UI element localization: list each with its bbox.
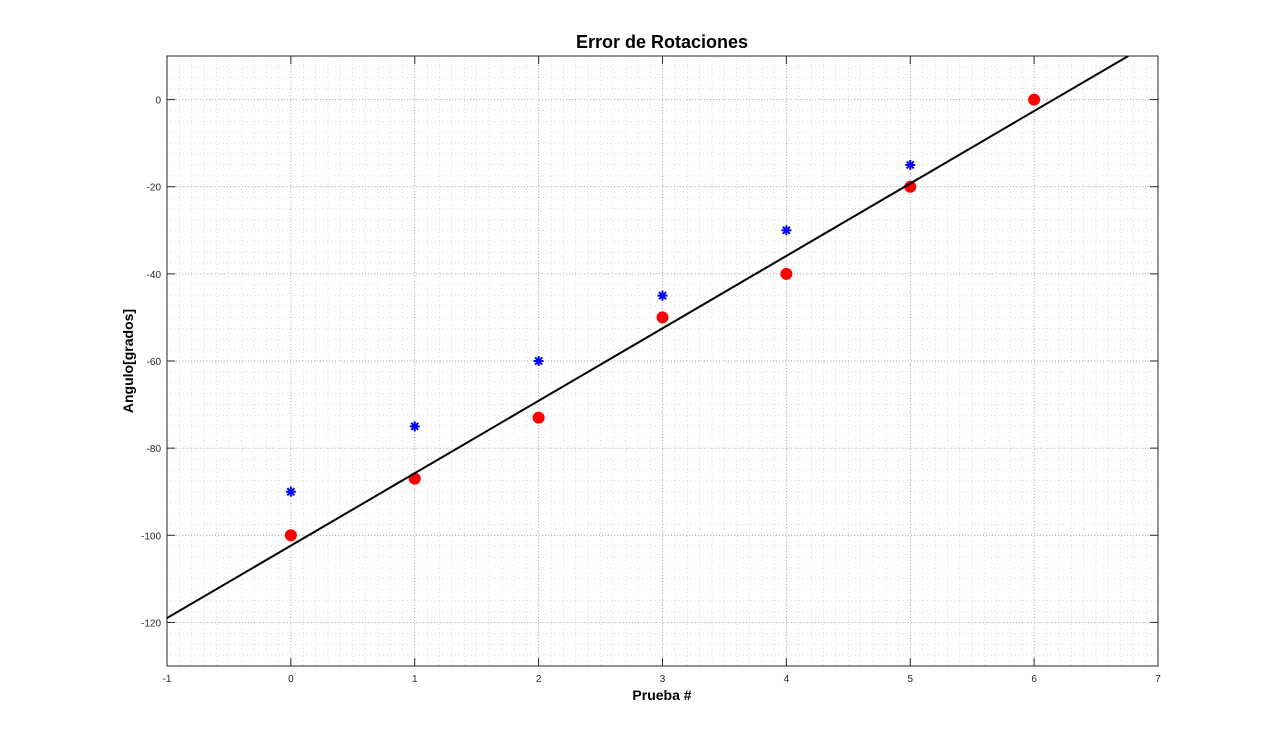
blue-data-point [285, 486, 296, 497]
red-data-point [532, 411, 545, 424]
blue-data-point [409, 421, 420, 432]
asterisk-stroke [658, 291, 667, 300]
blue-data-point [781, 225, 792, 236]
x-tick-label: 0 [288, 674, 294, 685]
plot-marks [167, 56, 1129, 619]
x-tick-label: 1 [412, 674, 418, 685]
y-tick-label: 0 [155, 96, 161, 107]
x-tick-label: 5 [907, 674, 913, 685]
x-axis-label: Prueba # [632, 687, 691, 703]
chart-title: Error de Rotaciones [576, 32, 748, 52]
x-tick-label: 7 [1155, 674, 1161, 685]
red-data-point [780, 267, 793, 280]
x-tick-label: 2 [536, 674, 542, 685]
red-data-point [656, 311, 669, 324]
asterisk-stroke [906, 160, 915, 170]
blue-data-point [533, 356, 544, 366]
y-tick-label: -120 [141, 618, 161, 629]
axis-ticks [166, 56, 1159, 666]
y-tick-label: -80 [147, 444, 162, 455]
major-grid [166, 56, 1159, 666]
x-tick-label: 6 [1031, 674, 1037, 685]
x-tick-labels: -1 0 1 2 3 4 5 6 7 [163, 674, 1162, 685]
asterisk-stroke [782, 226, 791, 235]
y-tick-label: -60 [147, 357, 162, 368]
red-data-point [1028, 93, 1041, 106]
y-tick-label: -40 [147, 270, 162, 281]
y-tick-labels: -120 -100 -80 -60 -40 -20 0 [141, 96, 161, 630]
x-tick-label: 4 [784, 674, 790, 685]
blue-data-point [657, 290, 668, 301]
red-data-point [284, 529, 297, 542]
x-tick-label: -1 [163, 674, 172, 685]
y-tick-label: -100 [141, 531, 161, 542]
asterisk-stroke [410, 422, 419, 431]
y-axis-label: Angulo[grados] [120, 309, 136, 413]
y-tick-label: -20 [147, 183, 162, 194]
asterisk-stroke [534, 356, 543, 366]
asterisk-stroke [286, 487, 296, 496]
series-layer [167, 56, 1129, 619]
fit-line [167, 56, 1129, 619]
blue-data-point [905, 159, 916, 170]
x-tick-label: 3 [660, 674, 666, 685]
